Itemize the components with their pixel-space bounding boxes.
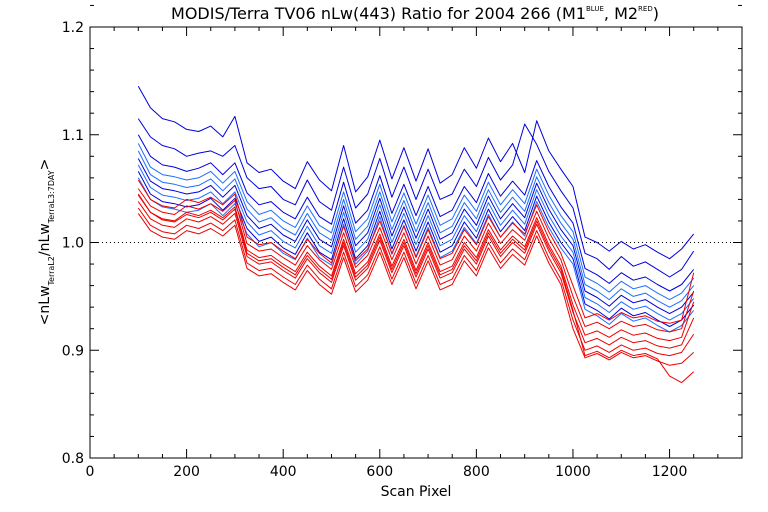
series-line-light_blue-4 (137, 150, 695, 308)
chart-title: MODIS/Terra TV06 nLw(443) Ratio for 2004… (171, 4, 659, 23)
series-line-red-14 (137, 213, 695, 366)
series-line-blue-5 (137, 158, 695, 315)
x-tick-label: 1000 (555, 464, 591, 480)
series-line-light_blue-3 (137, 143, 695, 301)
x-tick-label: 800 (463, 464, 490, 480)
series-line-red-10 (137, 188, 695, 333)
y-tick-label: 0.9 (62, 343, 84, 359)
x-tick-label: 1200 (652, 464, 688, 480)
y-tick-label: 1.0 (62, 236, 84, 252)
series-line-blue-2 (137, 134, 695, 292)
x-tick-label: 200 (173, 464, 200, 480)
series-line-red-15 (137, 193, 695, 384)
series-line-light_blue-6 (137, 164, 695, 321)
series-line-light_blue-8 (137, 177, 695, 333)
plot-frame (89, 26, 743, 459)
series-line-red-11 (137, 194, 695, 342)
series-line-red-12 (137, 201, 695, 349)
x-tick-label: 600 (366, 464, 393, 480)
series-line-blue-1 (137, 118, 695, 278)
x-tick-label: 0 (86, 464, 95, 480)
y-tick-label: 0.8 (62, 451, 84, 467)
y-axis: 0.8 0.9 1.0 1.1 1.2 (62, 4, 742, 467)
series-line-blue-7 (137, 171, 695, 327)
series-line-red-13 (137, 207, 695, 357)
y-tick-label: 1.1 (62, 128, 84, 144)
series-line-blue-0 (137, 86, 695, 260)
x-axis-title: Scan Pixel (381, 484, 452, 500)
y-tick-label: 1.2 (62, 20, 84, 36)
y-axis-title: <nLwTerraL2/nLwTerraL3:7DAY> (37, 159, 56, 326)
series-line-red-9 (137, 179, 695, 324)
x-axis: 0 200 400 600 800 1000 1200 (86, 27, 743, 480)
series-group (137, 86, 695, 384)
x-tick-label: 400 (270, 464, 297, 480)
